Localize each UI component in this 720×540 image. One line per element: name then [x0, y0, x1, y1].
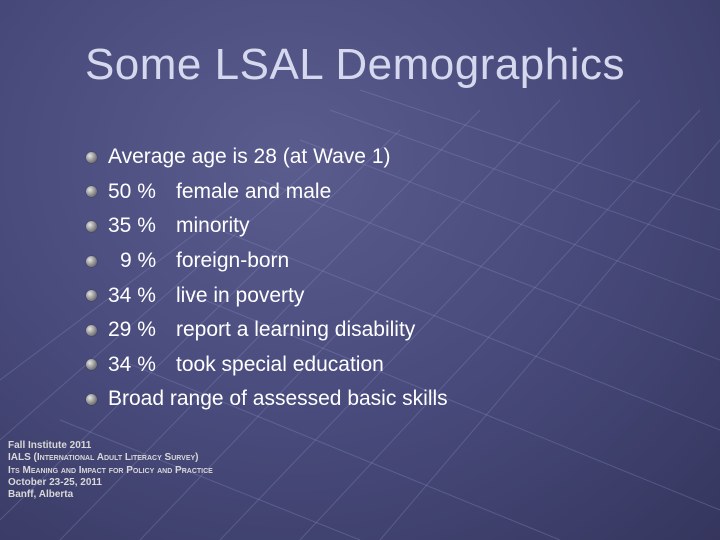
bullet-percent: 29 %: [108, 318, 156, 342]
bullet-percent: 34 %: [108, 283, 156, 307]
bullet-percent: 9 %: [120, 249, 157, 273]
bullet-item: Broad range of assessed basic skills: [86, 382, 686, 417]
bullet-item: 9 % foreign-born: [86, 244, 686, 279]
bullet-percent: 50 %: [108, 179, 156, 203]
footer-line: Fall Institute 2011: [8, 440, 92, 451]
bullet-percent: 35 %: [108, 214, 156, 238]
conference-footer: Fall Institute 2011 IALS (International …: [8, 440, 213, 501]
footer-line: IALS (International Adult Literacy Surve…: [8, 452, 199, 464]
bullet-text: report a learning disability: [176, 318, 416, 342]
bullet-text: Average age is 28 (at Wave 1): [108, 145, 391, 169]
bullet-icon: [86, 393, 97, 405]
bullet-item: 35 % minority: [86, 209, 686, 244]
bullet-text: female and male: [176, 179, 332, 203]
bullet-icon: [86, 290, 97, 302]
bullet-text: live in poverty: [176, 283, 305, 307]
bullet-item: Average age is 28 (at Wave 1): [86, 140, 686, 175]
bullet-icon: [86, 255, 97, 267]
bullet-text: Broad range of assessed basic skills: [108, 387, 448, 411]
bullet-item: 34 % took special education: [86, 348, 686, 383]
bullet-text: foreign-born: [176, 249, 290, 273]
footer-line: Its Meaning and Impact for Policy and Pr…: [8, 464, 213, 476]
bullet-item: 50 % female and male: [86, 175, 686, 210]
bullet-icon: [86, 151, 97, 163]
bullet-text: minority: [176, 214, 250, 238]
bullet-percent: 34 %: [108, 352, 156, 376]
bullet-list: Average age is 28 (at Wave 1) 50 % femal…: [86, 140, 686, 417]
bullet-icon: [86, 324, 97, 336]
bullet-text: took special education: [176, 352, 384, 376]
slide-title: Some LSAL Demographics: [84, 40, 626, 89]
bullet-item: 34 % live in poverty: [86, 278, 686, 313]
bullet-icon: [86, 186, 97, 198]
bullet-item: 29 % report a learning disability: [86, 313, 686, 348]
footer-line: Banff, Alberta: [8, 489, 74, 501]
footer-line: October 23-25, 2011: [8, 476, 102, 488]
bullet-icon: [86, 220, 97, 232]
bullet-icon: [86, 359, 97, 371]
